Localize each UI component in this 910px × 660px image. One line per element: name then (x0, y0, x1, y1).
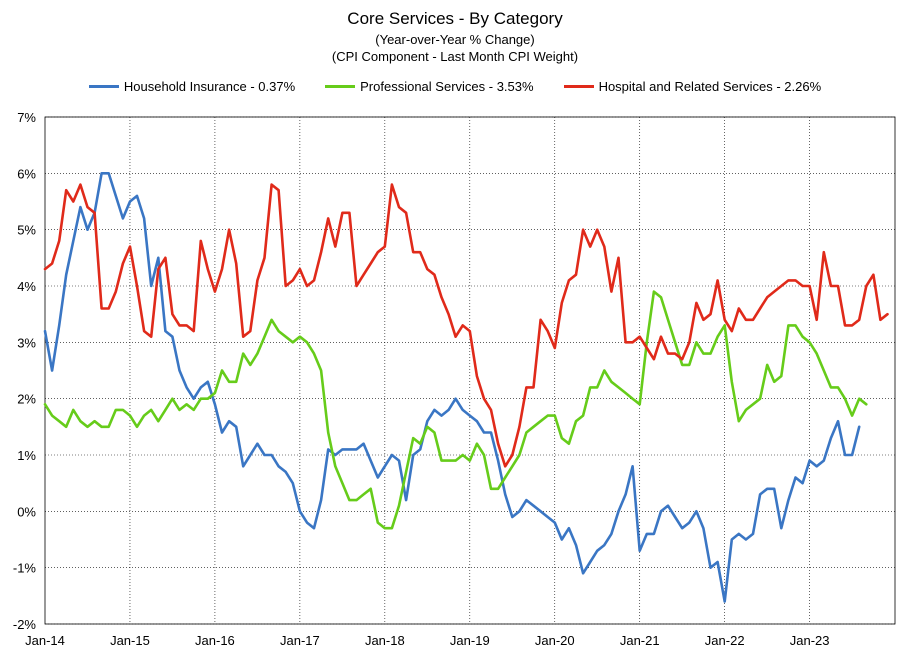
legend-label-household-insurance: Household Insurance - 0.37% (123, 79, 296, 94)
series-line-professional-services (43, 290, 868, 530)
y-tick-label: 4% (17, 279, 36, 294)
series-line-household-insurance (43, 172, 861, 603)
legend-item-hospital-services: Hospital and Related Services - 2.26% (563, 79, 822, 94)
x-tick-label: Jan-20 (535, 633, 575, 648)
x-tick-label: Jan-19 (450, 633, 490, 648)
y-tick-label: 7% (17, 110, 36, 125)
legend-swatch-professional-services (325, 85, 356, 88)
y-tick-label: 3% (17, 335, 36, 350)
series-line-hospital-services (43, 183, 889, 468)
chart-legend: Household Insurance - 0.37% Professional… (0, 79, 910, 94)
legend-item-household-insurance: Household Insurance - 0.37% (88, 79, 296, 94)
y-tick-label: 5% (17, 223, 36, 238)
plot-frame (44, 116, 896, 625)
x-tick-label: Jan-22 (705, 633, 745, 648)
legend-swatch-household-insurance (88, 85, 119, 88)
x-tick-label: Jan-17 (280, 633, 320, 648)
y-tick-label: 1% (17, 448, 36, 463)
legend-item-professional-services: Professional Services - 3.53% (325, 79, 534, 94)
chart-subtitle-1: (Year-over-Year % Change) (375, 32, 535, 47)
x-tick-label: Jan-21 (620, 633, 660, 648)
legend-label-professional-services: Professional Services - 3.53% (360, 79, 534, 94)
y-tick-label: 0% (17, 504, 36, 519)
legend-label-hospital-services: Hospital and Related Services - 2.26% (598, 79, 822, 94)
chart-title: Core Services - By Category (347, 9, 563, 28)
x-tick-label: Jan-16 (195, 633, 235, 648)
x-tick-label: Jan-18 (365, 633, 405, 648)
y-tick-label: -2% (13, 617, 37, 632)
chart-subtitle-2: (CPI Component - Last Month CPI Weight) (331, 49, 579, 64)
y-tick-label: 6% (17, 166, 36, 181)
legend-swatch-hospital-services (563, 85, 594, 88)
x-tick-label: Jan-15 (110, 633, 150, 648)
y-tick-label: -1% (13, 561, 37, 576)
x-tick-label: Jan-14 (25, 633, 65, 648)
x-tick-label: Jan-23 (790, 633, 830, 648)
y-tick-label: 2% (17, 392, 36, 407)
